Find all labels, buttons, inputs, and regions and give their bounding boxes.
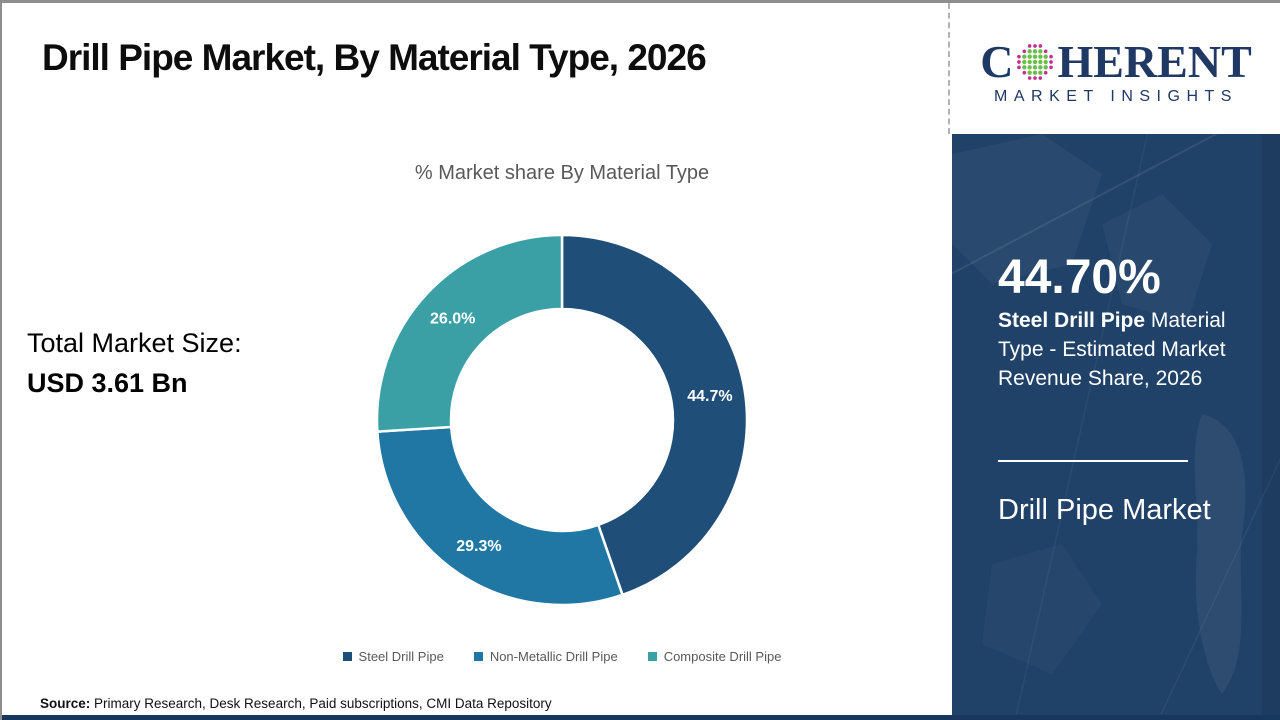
total-market-size: Total Market Size: USD 3.61 Bn [27,328,242,399]
world-map-decoration [952,134,1280,720]
legend-swatch-icon [473,652,483,661]
brand-logo: C HERENT MARKET INSIGHTS [960,13,1272,131]
source-label: Source: [40,696,91,711]
globe-dots-icon [1017,43,1054,80]
slice-data-label: 26.0% [430,310,475,327]
chart-title: % Market share By Material Type [414,162,710,184]
legend-label: Non-Metallic Drill Pipe [489,649,618,664]
panel-divider-line [998,460,1188,462]
donut-slice-steel-drill-pipe [560,233,749,597]
legend-item: Steel Drill Pipe [342,649,444,664]
total-market-size-label: Total Market Size: [27,328,242,358]
source-note: Source: Primary Research, Desk Research,… [40,696,552,711]
page-title: Drill Pipe Market, By Material Type, 202… [42,37,707,78]
brand-letter-c: C [980,35,1014,87]
header-dashed-divider [948,3,950,134]
bottom-border-strip [2,715,1280,720]
highlight-segment-name: Steel Drill Pipe [998,309,1146,332]
total-market-size-value: USD 3.61 Bn [27,368,188,398]
highlight-description-rest: Material Type - Estimated Market Revenue… [998,309,1226,390]
legend-item: Non-Metallic Drill Pipe [473,649,618,664]
highlight-description: Steel Drill Pipe Material Type - Estimat… [998,306,1264,393]
panel-market-name: Drill Pipe Market [998,494,1211,526]
legend-item: Composite Drill Pipe [647,649,782,664]
donut-chart: 44.7% 29.3% 26.0% [372,230,752,610]
chart-legend: Steel Drill Pipe Non-Metallic Drill Pipe C… [162,649,962,664]
source-text: Primary Research, Desk Research, Paid su… [90,696,552,711]
legend-swatch-icon [647,652,657,661]
donut-chart-svg: 44.7% 29.3% 26.0% [375,233,749,607]
right-panel: 44.70% Steel Drill Pipe Material Type - … [952,134,1280,720]
brand-subtitle: MARKET INSIGHTS [994,87,1238,105]
brand-letters-rest: HERENT [1057,35,1252,87]
donut-slice-composite-drill-pipe [375,233,564,433]
highlight-percentage: 44.70% [998,251,1161,304]
brand-wordmark: C HERENT [980,35,1252,87]
legend-label: Steel Drill Pipe [358,649,444,664]
slice-data-label: 44.7% [687,388,732,405]
legend-swatch-icon [342,652,352,661]
donut-slice-non-metallic-drill-pipe [376,425,625,607]
slice-data-label: 29.3% [456,538,501,555]
legend-label: Composite Drill Pipe [663,649,782,664]
